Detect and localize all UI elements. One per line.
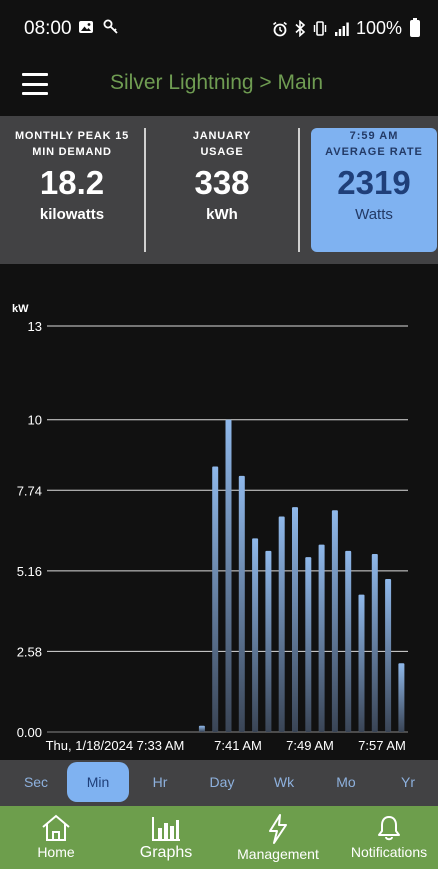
x-tick-label: 7:57 AM (358, 738, 406, 753)
stat-unit: kWh (206, 206, 238, 223)
stat-january-usage: JANUARY USAGE 338 kWh (146, 128, 298, 252)
stat-average-rate: 7:59 AM AVERAGE RATE 2319 Watts (311, 128, 437, 252)
stat-unit: kilowatts (39, 206, 105, 223)
page-title: Silver Lightning > Main (110, 71, 324, 94)
range-button-wk[interactable]: Wk (273, 774, 295, 790)
chart-bar (318, 544, 325, 732)
chart-bar (331, 510, 338, 732)
image-icon (79, 21, 93, 33)
range-button-sec[interactable]: Sec (23, 774, 49, 790)
stat-label-line1: MONTHLY PEAK 15 (14, 130, 130, 142)
nav-home[interactable]: Home (8, 806, 104, 869)
app-header: Silver Lightning > Main (0, 58, 438, 116)
y-tick-label: 5.16 (17, 564, 42, 579)
status-right-icons: 100% (272, 18, 420, 39)
stat-label: JANUARY USAGE (146, 128, 298, 160)
chart-bar (345, 550, 352, 732)
chart-bar (371, 554, 378, 732)
stat-label-line2: USAGE (200, 146, 244, 158)
range-button-hr[interactable]: Hr (152, 774, 168, 790)
nav-management[interactable]: Management (226, 806, 330, 869)
stat-label-line2: MIN DEMAND (32, 146, 112, 158)
nav-graphs[interactable]: Graphs (118, 806, 214, 869)
nav-label: Home (37, 844, 75, 860)
chart-bar (225, 419, 232, 732)
stat-monthly-peak: MONTHLY PEAK 15 MIN DEMAND 18.2 kilowatt… (0, 128, 144, 252)
chart-bar (278, 516, 285, 732)
nav-label: Notifications (350, 844, 428, 860)
battery-icon (410, 18, 420, 37)
status-time: 08:00 (24, 18, 72, 39)
lightning-icon (269, 814, 287, 844)
range-button-min[interactable]: Min (67, 762, 129, 802)
signal-icon (334, 22, 349, 36)
alarm-icon (272, 21, 287, 36)
home-icon (42, 814, 70, 841)
chart-area: kW 0.00 2.58 5.16 7.74 10 13 Thu, 1/18/2024 7:3… (0, 264, 438, 760)
stat-divider (298, 128, 300, 252)
stat-label: 7:59 AM AVERAGE RATE (311, 128, 437, 160)
stats-panel: MONTHLY PEAK 15 MIN DEMAND 18.2 kilowatt… (0, 116, 438, 264)
y-tick-label: 2.58 (17, 644, 42, 659)
y-tick-label: 0.00 (17, 725, 42, 740)
chart-bar (398, 663, 405, 732)
x-tick-label: Thu, 1/18/2024 7:33 AM (46, 738, 185, 753)
y-axis-unit-label: kW (12, 303, 29, 315)
stat-label-line1: JANUARY (192, 130, 252, 142)
key-icon (103, 19, 119, 34)
stat-unit: Watts (355, 206, 393, 223)
power-chart: kW 0.00 2.58 5.16 7.74 10 13 Thu, 1/18/2024 7:3… (12, 303, 408, 753)
bar-chart-icon (152, 817, 180, 841)
x-tick-label: 7:41 AM (214, 738, 262, 753)
stat-value: 338 (194, 164, 250, 201)
stat-label-line2: AVERAGE RATE (325, 146, 423, 158)
chart-bar (358, 594, 365, 732)
bluetooth-icon (295, 20, 306, 37)
chart-bar (198, 725, 205, 732)
battery-percent: 100% (355, 18, 402, 38)
stat-divider (144, 128, 146, 252)
stat-value: 18.2 (39, 164, 105, 201)
chart-bar (212, 466, 219, 732)
y-tick-label: 7.74 (17, 483, 42, 498)
chart-bar (385, 579, 392, 732)
status-bar: 08:00 100% (0, 0, 438, 58)
chart-bar (265, 550, 272, 732)
chart-bar (238, 475, 245, 732)
bottom-nav: Home Graphs Management Notifications (0, 806, 438, 869)
vibrate-icon (313, 21, 327, 36)
stat-label: MONTHLY PEAK 15 MIN DEMAND (0, 128, 144, 160)
chart-bar (252, 538, 259, 732)
y-tick-label: 10 (28, 413, 42, 428)
nav-label: Management (237, 846, 319, 862)
range-button-day[interactable]: Day (209, 774, 235, 790)
chart-bar (305, 557, 312, 732)
stat-label-line1: 7:59 AM (349, 130, 399, 142)
menu-icon[interactable] (22, 73, 48, 95)
bell-icon (378, 816, 400, 841)
range-selector: Sec Min Hr Day Wk Mo Yr (0, 760, 438, 806)
nav-notifications[interactable]: Notifications (340, 806, 438, 869)
nav-label: Graphs (139, 844, 193, 861)
x-tick-label: 7:49 AM (286, 738, 334, 753)
chart-bar (292, 507, 298, 732)
y-tick-label: 13 (28, 319, 42, 334)
status-left-icons (78, 18, 120, 38)
range-button-mo[interactable]: Mo (336, 774, 356, 790)
range-button-yr[interactable]: Yr (401, 774, 415, 790)
stat-value: 2319 (337, 164, 411, 201)
